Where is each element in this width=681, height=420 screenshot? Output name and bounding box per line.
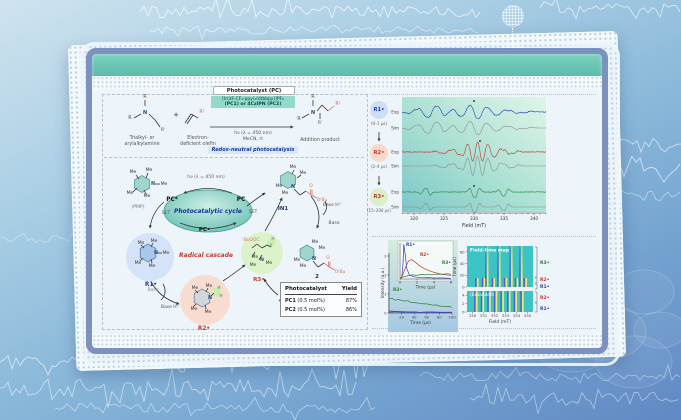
condition-light: hν (λ = 450 nm): [234, 131, 272, 136]
cell-texture-decoration: [633, 311, 681, 349]
yield-table-col1: Photocatalyst: [285, 286, 327, 292]
yield-value: 87%: [345, 298, 357, 304]
yield-value: 86%: [345, 307, 357, 313]
reactant1-caption-line2: arylalkylamine: [124, 141, 160, 147]
yield-table: Photocatalyst Yield PC1 (0.5 mol%) 87% P…: [280, 282, 362, 317]
photocatalyst-formula-box: [Ir(dF-CF₃-ppy)₂(dtbbpy)]PF₆ (PC1) or 4C…: [211, 96, 295, 108]
reactant1-caption: Trialkyl- or arylalkylamine: [112, 136, 172, 148]
reactant2-caption-line1: Electron-: [187, 136, 209, 141]
photocatalyst-formula: [Ir(dF-CF₃-ppy)₂(dtbbpy)]PF₆: [222, 97, 284, 102]
radical-time-window: (0–1 μs): [370, 121, 388, 126]
catalyst-loading: (0.5 mol%): [295, 307, 325, 313]
reactant2-caption-line2: deficient olefin: [180, 141, 216, 147]
reaction-conditions: hν (λ = 450 nm) MeCN, rt: [222, 131, 284, 143]
yield-table-header: Photocatalyst Yield: [285, 286, 357, 292]
reactant1-caption-line1: Trialkyl- or: [129, 136, 155, 141]
epr-panel-mid-separator: [372, 236, 596, 237]
radical-time-window: (2–4 μs): [370, 164, 388, 169]
eeg-trace-decoration: [0, 368, 357, 408]
radical-time-window: (15–200 μs): [367, 208, 391, 213]
radical-badge-r2: R2•: [370, 144, 388, 162]
radical-badge-r3: R3•: [370, 188, 388, 206]
eeg-trace-decoration: [539, 0, 681, 20]
product-caption: Addition product: [290, 138, 350, 144]
halftone-sphere-icon: [502, 5, 524, 27]
epr-panel-bottom-separator: [372, 328, 596, 329]
yield-table-divider: [285, 294, 357, 295]
table-row: PC2 (0.5 mol%) 86%: [285, 307, 357, 313]
reactant2-caption: Electron- deficient olefin: [172, 136, 224, 148]
photocatalyst-options: (PC1) or 4CzIPN (PC2): [224, 102, 282, 107]
eeg-trace-decoration: [0, 232, 85, 244]
scheme-separator: [104, 157, 364, 158]
teal-header-band: [92, 54, 602, 76]
redox-neutral-tagline: Redox-neutral photocatalysis: [208, 146, 298, 154]
eeg-trace-decoration: [54, 396, 376, 420]
product-caption-text: Addition product: [300, 138, 340, 143]
yield-table-col2: Yield: [341, 286, 357, 292]
catalyst-name: PC2: [285, 307, 296, 313]
condition-solvent: MeCN, rt: [242, 136, 264, 142]
catalyst-loading: (0.5 mol%): [295, 298, 325, 304]
dotted-connector: [512, 28, 513, 42]
eeg-trace-decoration: [469, 382, 679, 415]
eeg-trace-decoration: [419, 363, 681, 384]
figure-frame: [86, 48, 608, 354]
photocatalyst-title: Photocatalyst (PC): [213, 86, 295, 95]
epr-panel-top-separator: [372, 94, 596, 95]
catalyst-cell: PC2 (0.5 mol%): [285, 307, 325, 313]
eeg-trace-decoration: [139, 0, 481, 20]
radical-badge-r1: R1•: [370, 101, 388, 119]
